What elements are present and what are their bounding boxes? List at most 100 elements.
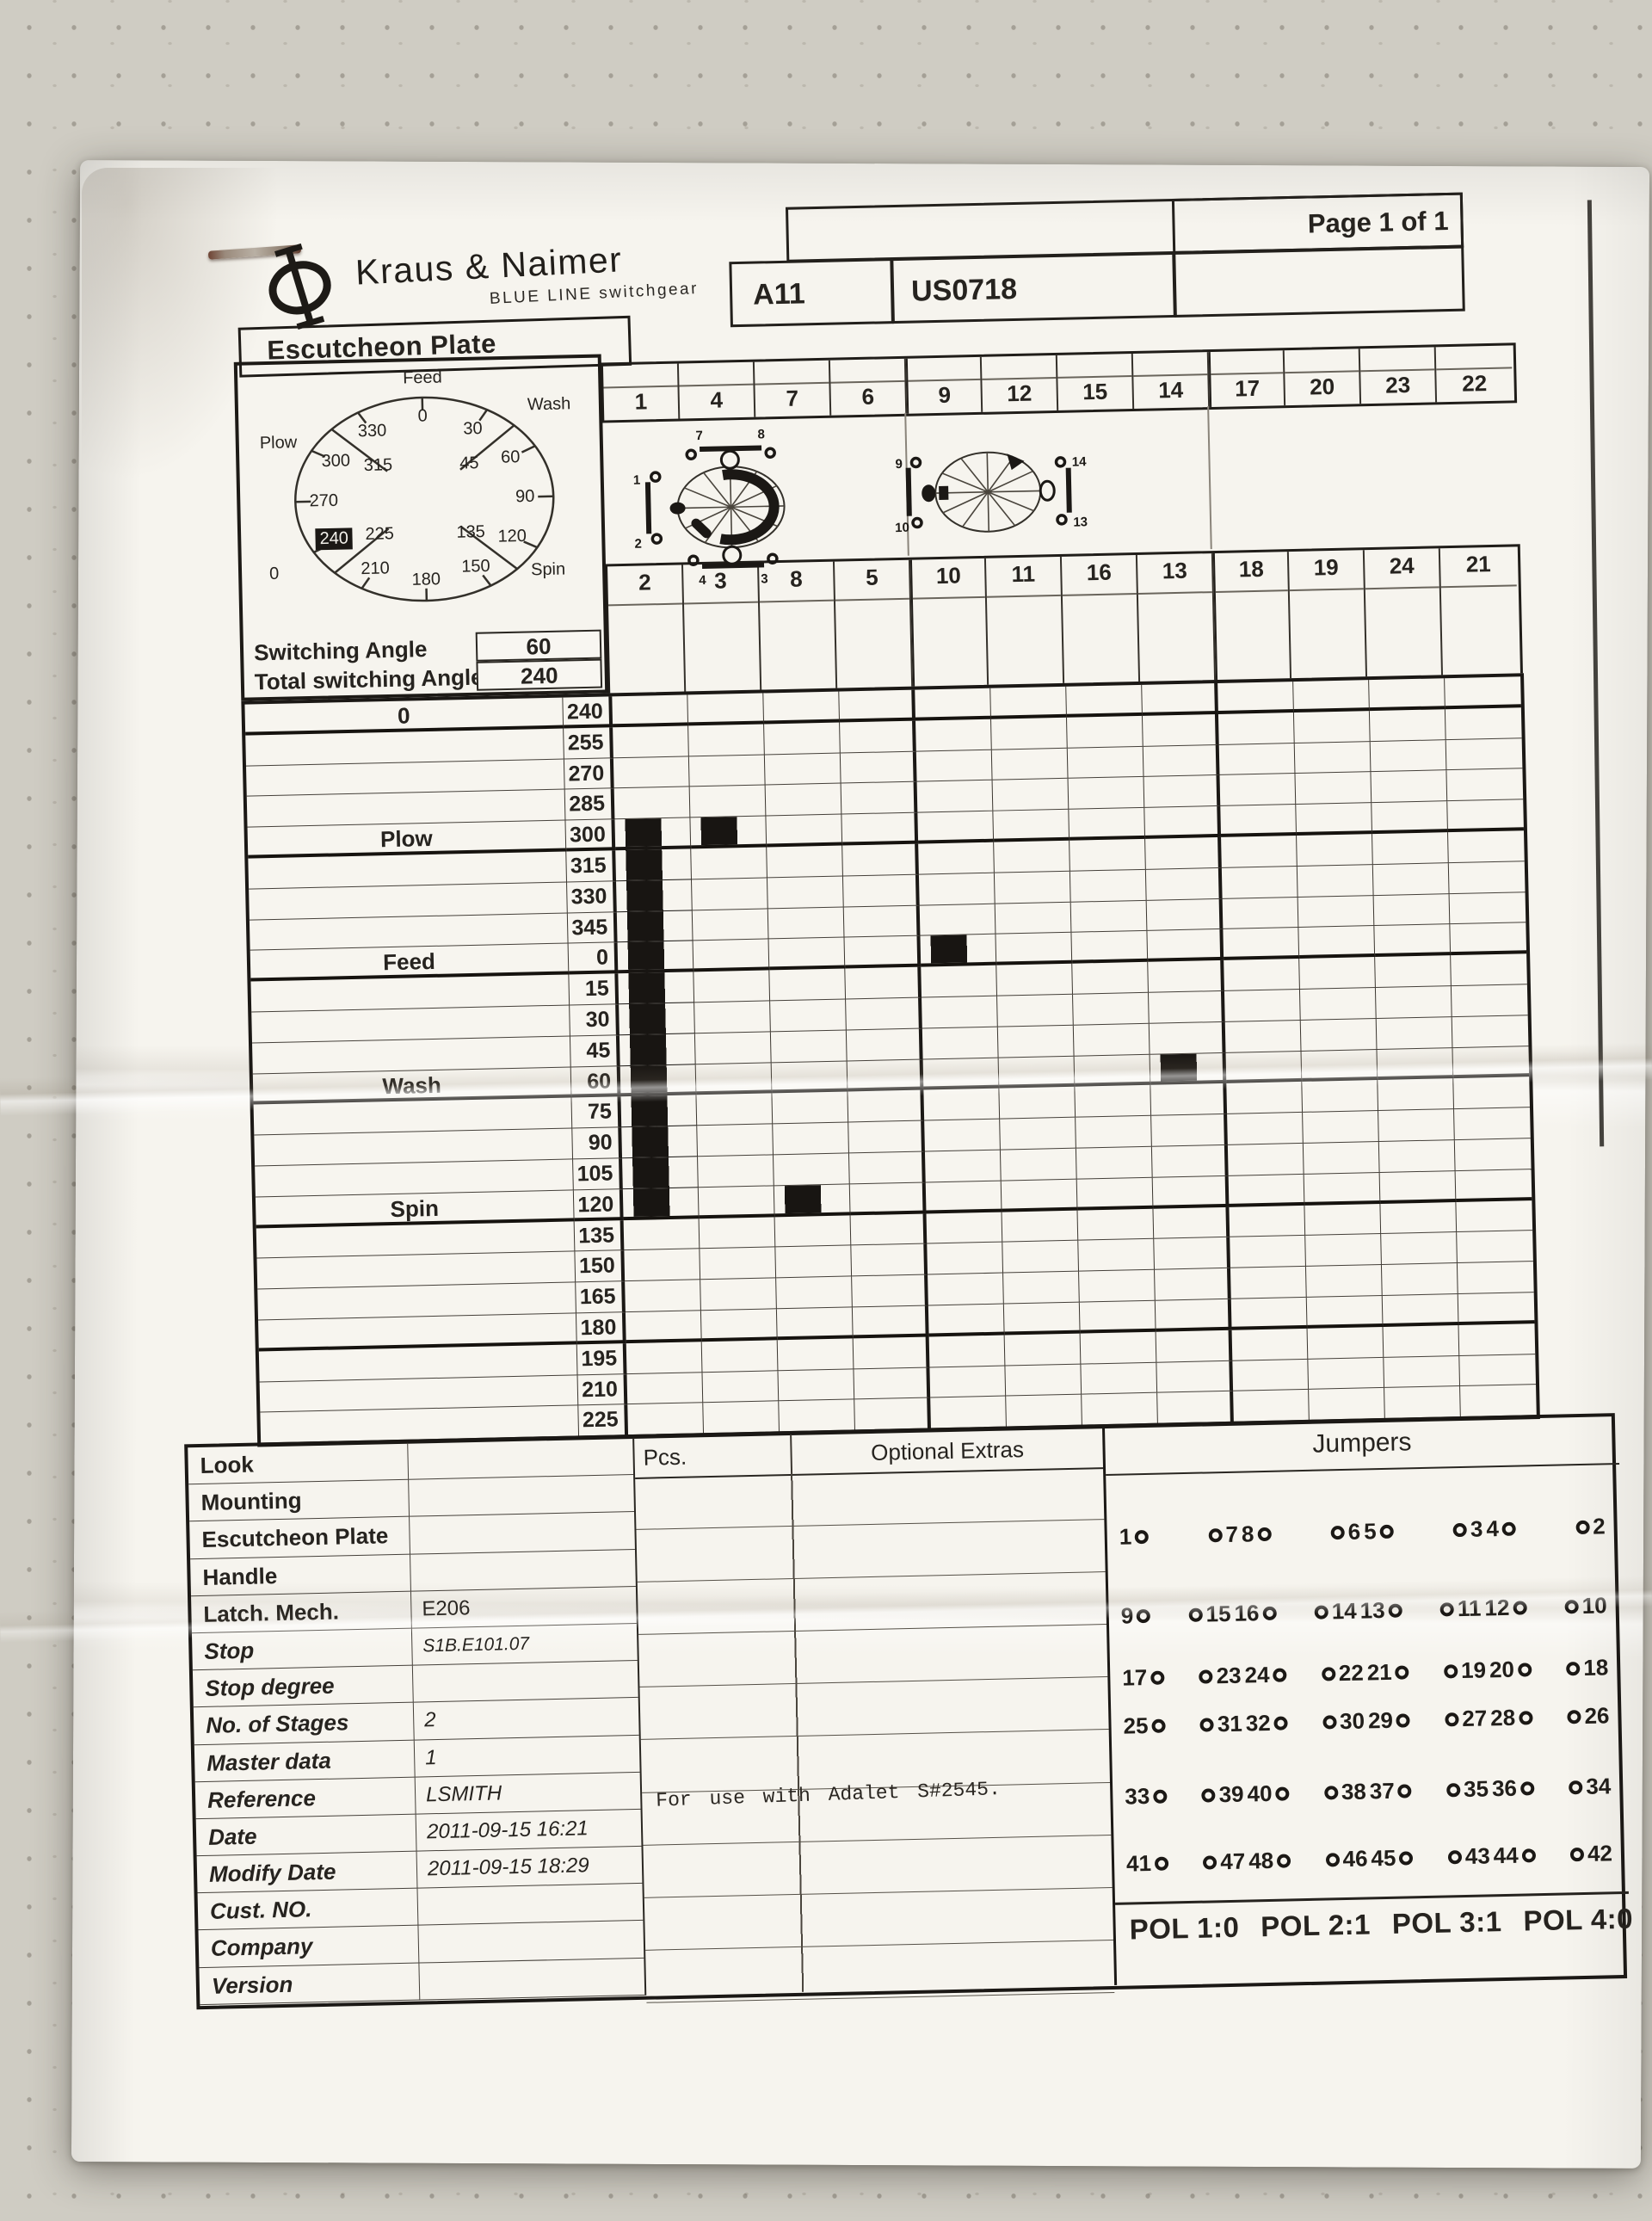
jumper-group: 9: [1120, 1602, 1150, 1630]
grid-cell-contact-5: [854, 1398, 931, 1431]
jumper-pin-number: 33: [1125, 1783, 1150, 1811]
grid-cell-contact-18: [1224, 990, 1301, 1022]
grid-cell-contact-24: [1373, 863, 1450, 896]
grid-angle-value: 150: [575, 1251, 625, 1283]
jumper-group: 33: [1125, 1783, 1168, 1811]
contact-cell: 15: [1057, 354, 1134, 410]
grid-cell-contact-21: [1446, 738, 1523, 771]
grid-cell-contact-11: [1005, 1364, 1082, 1397]
grid-cell-contact-19: [1307, 1296, 1384, 1329]
info-label: Cust. NO.: [198, 1889, 419, 1931]
jumper-pin-circle: [1399, 1851, 1413, 1865]
grid-cell-contact-21: [1448, 830, 1525, 863]
info-label: Handle: [190, 1554, 411, 1596]
jumper-pin-number: 22: [1339, 1660, 1365, 1687]
info-label: Date: [196, 1814, 417, 1856]
grid-cell-contact-3: [690, 786, 767, 818]
grid-cell-contact-8: [777, 1307, 854, 1340]
grid-cell-contact-21: [1447, 799, 1524, 832]
cam-contact-label: 2: [634, 537, 642, 552]
grid-cell-contact-18: [1229, 1205, 1305, 1237]
grid-cell-contact-2: [618, 972, 694, 1004]
grid-cell-contact-24: [1370, 709, 1446, 742]
info-label: Company: [199, 1926, 420, 1968]
grid-cell-contact-13: [1156, 1360, 1233, 1393]
pol-divider: [1115, 1891, 1629, 1905]
grid-cell-contact-19: [1299, 957, 1376, 990]
grid-cell-contact-11: [993, 810, 1069, 842]
grid-cell-contact-5: [848, 1121, 925, 1154]
grid-cell-contact-21: [1455, 1138, 1532, 1171]
grid-cell-contact-19: [1308, 1327, 1384, 1360]
grid-cell-contact-11: [997, 995, 1074, 1027]
grid-cell-contact-13: [1146, 868, 1223, 901]
info-value: [418, 1921, 644, 1963]
info-label: Version: [199, 1963, 420, 2005]
info-label: Escutcheon Plate: [189, 1517, 410, 1559]
grid-cell-contact-18: [1224, 959, 1300, 991]
grid-cell-contact-3: [696, 1063, 773, 1095]
info-value: [417, 1884, 643, 1926]
cam-contact-label: 1: [633, 473, 641, 488]
grid-cell-contact-18: [1227, 1113, 1304, 1145]
jumper-pin-circle: [1201, 1788, 1215, 1802]
dial-number: 0: [417, 406, 428, 426]
jumper-group: 18: [1566, 1654, 1609, 1681]
info-label: Stop: [192, 1629, 413, 1671]
grid-cell-contact-19: [1304, 1142, 1380, 1175]
grid-cell-contact-18: [1221, 836, 1298, 868]
grid-cell-contact-24: [1372, 832, 1449, 865]
grid-cell-contact-13: [1149, 991, 1225, 1024]
jumper-group: 2: [1575, 1513, 1606, 1540]
jumper-pin-circle: [1200, 1718, 1214, 1731]
grid-angle-value: 240: [563, 696, 613, 728]
grid-cell-contact-19: [1298, 865, 1374, 898]
dial-label-spin: Spin: [531, 559, 566, 580]
grid-cell-contact-24: [1380, 1202, 1457, 1235]
grid-cell-contact-2: [615, 848, 692, 881]
grid-cell-contact-10: [922, 996, 998, 1029]
grid-cell-contact-24: [1371, 771, 1447, 804]
grid-cell-contact-18: [1230, 1267, 1307, 1299]
grid-cell-contact-2: [621, 1126, 698, 1158]
grid-cell-contact-5: [841, 813, 918, 846]
grid-cell-contact-16: [1069, 808, 1145, 841]
grid-cell-contact-16: [1075, 1054, 1151, 1087]
grid-cell-contact-3: [701, 1309, 778, 1342]
grid-angle-value: 135: [575, 1220, 625, 1252]
dial-label-zero: 0: [269, 565, 280, 584]
jumper-pin-circle: [1262, 1606, 1276, 1619]
jumper-pin-circle: [1565, 1600, 1579, 1613]
grid-cell-contact-5: [847, 1028, 923, 1061]
jumper-pin-number: 47: [1220, 1848, 1246, 1876]
grid-cell-contact-16: [1081, 1331, 1157, 1364]
grid-cell-contact-19: [1304, 1173, 1381, 1206]
jumper-pin-circle: [1203, 1855, 1217, 1869]
grid-cell-contact-13: [1142, 683, 1218, 716]
jumper-pin-number: 18: [1583, 1654, 1609, 1681]
grid-cell-contact-18: [1220, 805, 1297, 837]
grid-cell-contact-24: [1379, 1140, 1456, 1173]
jumper-pin-number: 29: [1368, 1707, 1394, 1735]
dial-mid-number: 225: [365, 524, 394, 545]
info-value: 1: [415, 1735, 640, 1777]
jumpers-title: Jumpers: [1105, 1416, 1619, 1464]
dial-number: 180: [411, 570, 441, 590]
grid-cell-contact-2: [612, 694, 688, 727]
grid-cell-contact-21: [1458, 1292, 1535, 1325]
grid-cell-contact-24: [1378, 1078, 1454, 1111]
dial-number: 330: [358, 421, 387, 441]
jumper-pin-circle: [1199, 1669, 1212, 1683]
jumper-pin-circle: [1331, 1525, 1345, 1539]
jumper-pin-circle: [1277, 1854, 1291, 1867]
grid-cell-contact-21: [1445, 676, 1521, 709]
